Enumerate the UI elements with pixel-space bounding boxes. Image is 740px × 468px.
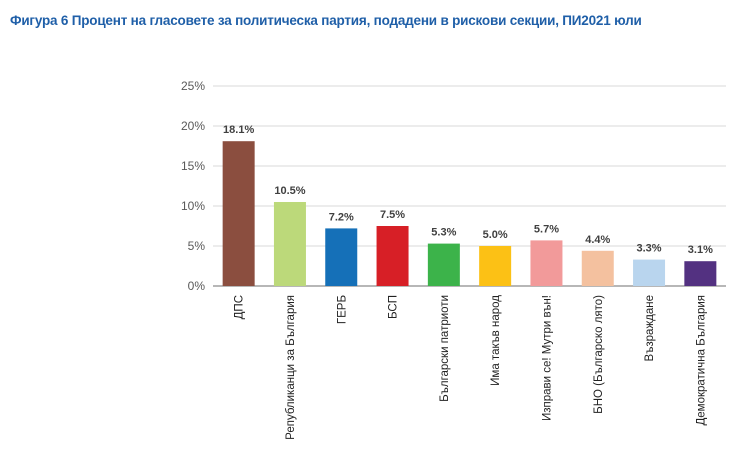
bar: [530, 240, 563, 286]
y-tick-label: 20%: [181, 119, 205, 133]
data-label: 5.3%: [431, 227, 456, 239]
bar: [273, 202, 306, 286]
y-tick-label: 25%: [181, 79, 205, 93]
y-tick-label: 15%: [181, 159, 205, 173]
data-label: 7.2%: [329, 211, 354, 223]
data-label: 3.1%: [688, 244, 713, 256]
bar: [222, 141, 255, 286]
x-tick-label: Демократична България: [695, 295, 707, 426]
x-tick-label: БСП: [388, 295, 400, 319]
data-label: 7.5%: [380, 209, 405, 221]
x-tick-label: ГЕРБ: [336, 295, 348, 324]
bar: [376, 226, 409, 286]
x-tick-label: Има такъв народ: [490, 295, 502, 386]
data-label: 4.4%: [585, 234, 610, 246]
x-tick-label: Републиканци за България: [285, 295, 297, 440]
bar: [684, 261, 717, 286]
bar: [427, 243, 460, 286]
data-label: 3.3%: [637, 243, 662, 255]
bar: [479, 246, 512, 286]
x-tick-label: Възраждане: [644, 295, 656, 361]
x-tick-label: Изправи се! Мутри вън!: [541, 295, 553, 421]
x-tick-label: БНО (Българско лято): [593, 295, 605, 414]
data-label: 5.7%: [534, 223, 559, 235]
bar: [581, 250, 614, 286]
y-tick-label: 10%: [181, 199, 205, 213]
y-tick-label: 5%: [188, 239, 206, 253]
bar: [633, 259, 666, 286]
y-tick-label: 0%: [188, 279, 206, 293]
x-tick-label: ДПС: [234, 295, 246, 319]
x-tick-label: Български патриоти: [439, 295, 451, 402]
data-label: 5.0%: [483, 229, 508, 241]
data-label: 18.1%: [223, 124, 254, 136]
chart-title: Фигура 6 Процент на гласовете за политич…: [10, 13, 642, 28]
data-label: 10.5%: [274, 185, 305, 197]
bar: [325, 228, 358, 286]
